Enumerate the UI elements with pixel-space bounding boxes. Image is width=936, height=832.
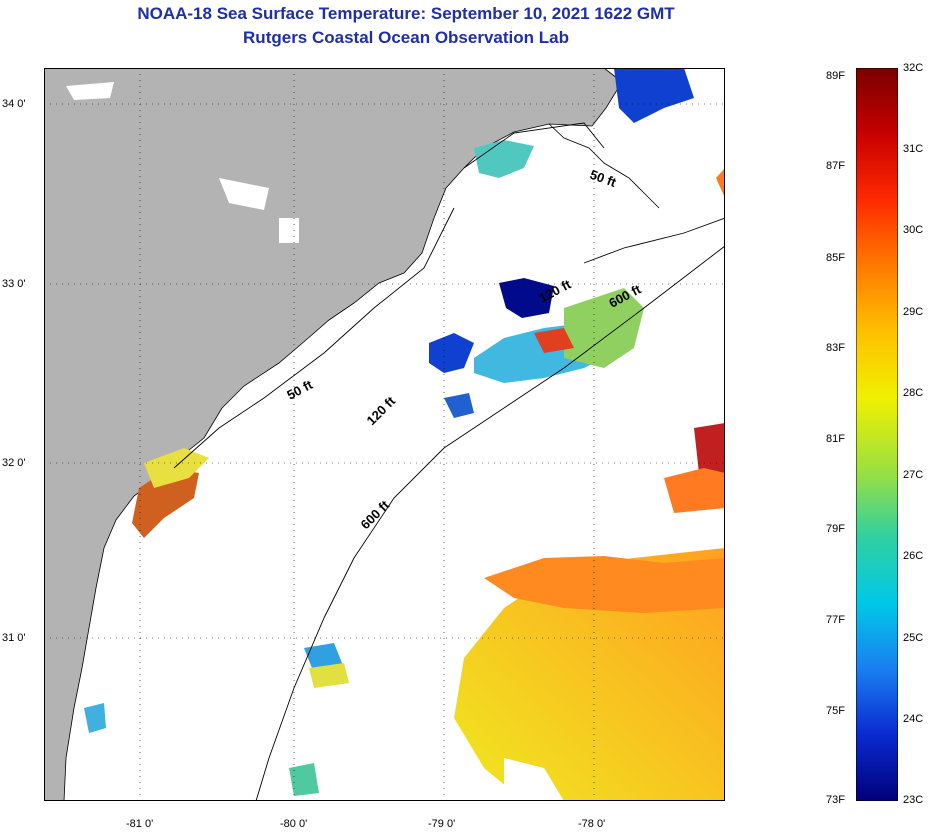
land-nodata-patch (279, 218, 299, 243)
map-title: NOAA-18 Sea Surface Temperature: Septemb… (137, 4, 675, 23)
land-nodata-patch (66, 82, 114, 100)
colorbar-celsius-label: 31C (903, 143, 924, 155)
latitude-tick-label: 33 0' (2, 278, 26, 290)
colorbar-fahrenheit-label: 85F (826, 252, 845, 264)
colorbar-gradient (856, 68, 898, 801)
colorbar-fahrenheit-label: 79F (826, 523, 845, 535)
graticule (44, 68, 725, 801)
colorbar-celsius-label: 30C (903, 224, 924, 236)
colorbar-celsius-label: 26C (903, 550, 924, 562)
latitude-tick-label: 31 0' (2, 632, 26, 644)
colorbar-celsius-label: 27C (903, 469, 924, 481)
colorbar-fahrenheit-label: 87F (826, 160, 845, 172)
longitude-tick-label: -80 0' (280, 818, 308, 830)
colorbar-fahrenheit-label: 83F (826, 342, 845, 354)
colorbar-celsius-label: 25C (903, 632, 924, 644)
colorbar-fahrenheit-label: 89F (826, 70, 845, 82)
sst-data-layer (84, 68, 725, 801)
map-subtitle: Rutgers Coastal Ocean Observation Lab (243, 28, 569, 47)
sst-map: 50 ft 120 ft 600 ft 50 ft 120 ft 600 ft (44, 68, 725, 801)
map-border (44, 68, 725, 801)
longitude-tick-label: -81 0' (126, 818, 154, 830)
colorbar-fahrenheit-label: 81F (826, 433, 845, 445)
land-area (44, 68, 623, 801)
longitude-tick-label: -79 0' (428, 818, 456, 830)
colorbar-fahrenheit-label: 77F (826, 614, 845, 626)
bathymetry-contours (173, 122, 725, 801)
colorbar-fahrenheit-label: 73F (826, 794, 845, 806)
colorbar-fahrenheit-label: 75F (826, 705, 845, 717)
colorbar-celsius-label: 29C (903, 306, 924, 318)
colorbar-celsius-label: 23C (903, 794, 924, 806)
latitude-tick-label: 32 0' (2, 457, 26, 469)
colorbar-celsius-label: 24C (903, 713, 924, 725)
colorbar-celsius-label: 32C (903, 62, 924, 74)
longitude-tick-label: -78 0' (578, 818, 606, 830)
latitude-tick-label: 34 0' (2, 98, 26, 110)
coastline-detail (548, 123, 660, 209)
colorbar-celsius-label: 28C (903, 387, 924, 399)
land-nodata-patch (219, 178, 269, 210)
temperature-colorbar (856, 68, 898, 801)
